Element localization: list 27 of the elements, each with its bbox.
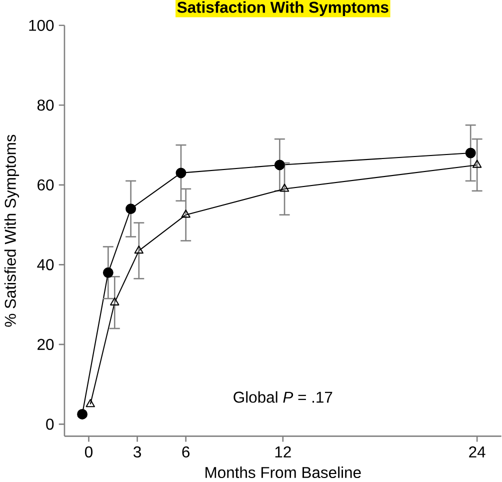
y-tick-label: 20 — [38, 338, 54, 350]
point — [280, 183, 290, 192]
point — [134, 245, 144, 254]
annotation: Global P = .17 — [234, 391, 332, 403]
y-tick-label: 80 — [37, 99, 54, 111]
chart-title: Satisfaction With Symptoms — [177, 1, 388, 16]
point — [86, 398, 95, 407]
point — [472, 160, 482, 168]
point — [176, 168, 186, 178]
point — [77, 408, 88, 420]
point — [274, 160, 285, 170]
point — [465, 148, 476, 158]
y-tick-label: 60 — [38, 179, 54, 190]
y-tick-label: 100 — [29, 20, 54, 31]
y-tick-label: 40 — [37, 258, 54, 270]
y-tick-label: 0 — [46, 418, 54, 430]
x-tick-label: 24 — [469, 446, 486, 458]
x-tick-label: 3 — [134, 446, 141, 458]
x-tick-label: 0 — [84, 446, 93, 458]
y-axis-title: % Satisfied With Symptoms — [4, 134, 20, 327]
point — [102, 267, 114, 278]
x-tick-label: 6 — [182, 446, 190, 458]
x-axis-title: Months From Baseline — [206, 466, 361, 478]
x-tick-label: 12 — [275, 446, 291, 458]
point — [110, 297, 120, 306]
point — [181, 209, 190, 218]
point — [126, 203, 136, 214]
